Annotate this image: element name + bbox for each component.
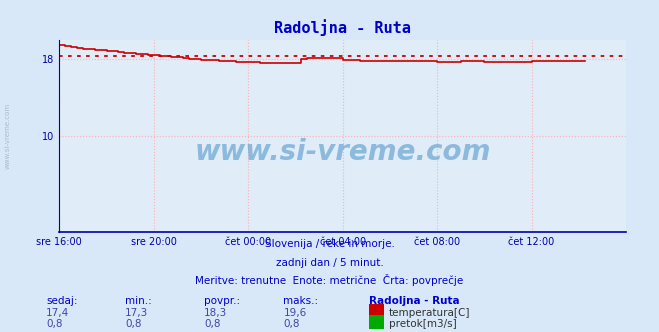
Text: sedaj:: sedaj: — [46, 296, 78, 306]
Text: Radoljna - Ruta: Radoljna - Ruta — [369, 296, 460, 306]
Text: min.:: min.: — [125, 296, 152, 306]
Text: www.si-vreme.com: www.si-vreme.com — [194, 137, 491, 166]
Text: 18,3: 18,3 — [204, 308, 227, 318]
Text: 17,4: 17,4 — [46, 308, 69, 318]
Text: Slovenija / reke in morje.: Slovenija / reke in morje. — [264, 239, 395, 249]
Text: 17,3: 17,3 — [125, 308, 148, 318]
Title: Radoljna - Ruta: Radoljna - Ruta — [274, 19, 411, 36]
Text: zadnji dan / 5 minut.: zadnji dan / 5 minut. — [275, 258, 384, 268]
Text: www.si-vreme.com: www.si-vreme.com — [5, 103, 11, 169]
Text: pretok[m3/s]: pretok[m3/s] — [389, 319, 457, 329]
Text: 0,8: 0,8 — [204, 319, 221, 329]
Text: 0,8: 0,8 — [125, 319, 142, 329]
Text: 19,6: 19,6 — [283, 308, 306, 318]
Text: povpr.:: povpr.: — [204, 296, 241, 306]
Text: Meritve: trenutne  Enote: metrične  Črta: povprečje: Meritve: trenutne Enote: metrične Črta: … — [195, 274, 464, 286]
Text: temperatura[C]: temperatura[C] — [389, 308, 471, 318]
Text: 0,8: 0,8 — [283, 319, 300, 329]
Text: 0,8: 0,8 — [46, 319, 63, 329]
Text: maks.:: maks.: — [283, 296, 318, 306]
